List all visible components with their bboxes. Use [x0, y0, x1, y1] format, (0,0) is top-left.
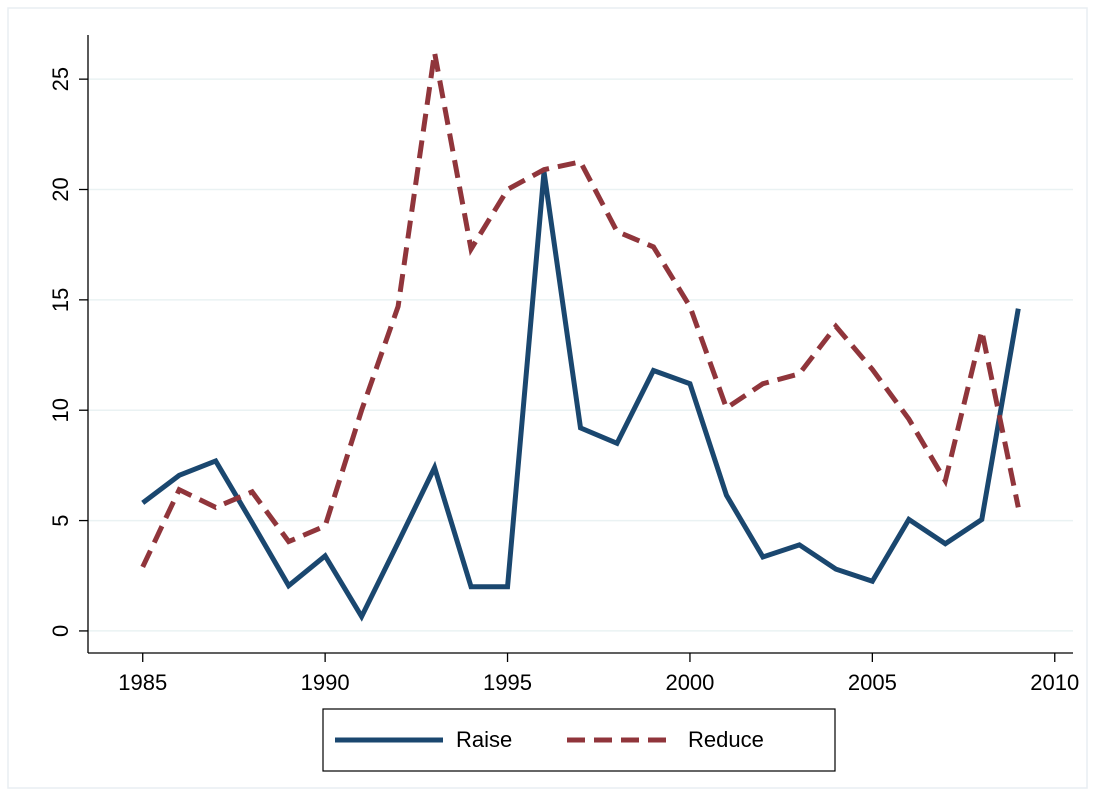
y-tick-label: 15: [48, 288, 73, 312]
y-tick-label: 25: [48, 67, 73, 91]
y-tick-label: 5: [48, 514, 73, 526]
x-tick-label: 2005: [848, 670, 897, 695]
line: [141, 171, 1021, 622]
x-tick-label: 1995: [483, 670, 532, 695]
legend-label: Raise: [456, 727, 512, 752]
x-tick-label: 1985: [118, 670, 167, 695]
x-tick-label: 2000: [665, 670, 714, 695]
y-tick-label: 10: [48, 398, 73, 422]
frame: [7, 7, 1088, 789]
y-tick-label: 0: [48, 625, 73, 637]
legend-label: Reduce: [688, 727, 764, 752]
x-tick-label: 2010: [1030, 670, 1079, 695]
x-tick-label: 1990: [301, 670, 350, 695]
y-tick-label: 20: [48, 177, 73, 201]
line: [140, 52, 1021, 568]
